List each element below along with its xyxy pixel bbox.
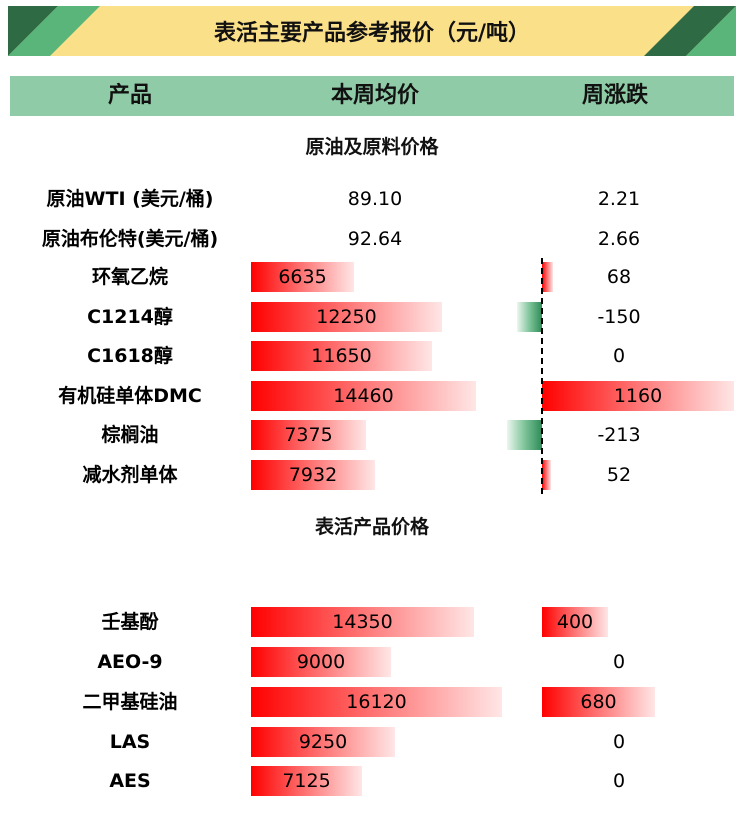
- price-value: 16120: [346, 691, 407, 713]
- product-name: 有机硅单体DMC: [58, 385, 202, 407]
- change-bar: [542, 607, 608, 637]
- column-header-change: 周涨跌: [581, 83, 648, 108]
- table-row: 棕榈油 7375 -213: [0, 420, 744, 450]
- column-header-price: 本周均价: [330, 83, 419, 108]
- change-value: 680: [580, 691, 617, 713]
- banner-stripe-left-light: [8, 6, 100, 56]
- price-value: 92.64: [347, 228, 403, 250]
- change-value: 0: [612, 770, 626, 792]
- change-value: 0: [612, 345, 626, 367]
- price-bar: [251, 381, 476, 411]
- change-value: 0: [612, 731, 626, 753]
- price-bar: [251, 607, 474, 637]
- change-bar: [542, 381, 734, 411]
- price-bar: [251, 687, 502, 717]
- banner-fill: [8, 6, 736, 56]
- product-name: 减水剂单体: [82, 464, 178, 486]
- price-value: 6635: [278, 266, 327, 288]
- product-name: AES: [109, 770, 151, 792]
- change-bar: [542, 687, 655, 717]
- section-title: 原油及原料价格: [305, 136, 439, 158]
- price-bar: [251, 460, 375, 490]
- price-value: 14350: [332, 611, 393, 633]
- price-bar: [251, 262, 354, 292]
- product-name: LAS: [109, 731, 151, 753]
- product-name: C1214醇: [87, 306, 173, 328]
- change-bar: [542, 262, 553, 292]
- price-bar: [251, 766, 362, 796]
- price-bar: [251, 420, 366, 450]
- table-row: 原油WTI (美元/桶) 89.10 2.21: [0, 184, 744, 214]
- price-value: 12250: [316, 306, 377, 328]
- price-bar: [251, 727, 395, 757]
- table-row: 减水剂单体 7932 52: [0, 460, 744, 490]
- product-name: 壬基酚: [101, 611, 159, 633]
- product-name: 二甲基硅油: [82, 691, 178, 713]
- page-title: 表活主要产品参考报价（元/吨）: [213, 21, 531, 46]
- price-value: 7375: [284, 424, 333, 446]
- section-title: 表活产品价格: [314, 516, 429, 538]
- price-value: 9000: [296, 651, 346, 673]
- title-banner: 表活主要产品参考报价（元/吨）: [8, 6, 736, 56]
- table-row: 有机硅单体DMC 14460 1160: [0, 381, 744, 411]
- table-row: 二甲基硅油 16120 680: [0, 687, 744, 717]
- price-bar: [251, 302, 442, 332]
- change-value: 1160: [613, 385, 663, 407]
- price-value: 14460: [333, 385, 394, 407]
- banner-stripe-right-dark: [644, 6, 736, 56]
- price-bar: [251, 341, 432, 371]
- change-bar: [542, 460, 551, 490]
- table-row: LAS 9250 0: [0, 727, 744, 757]
- change-value: 52: [606, 464, 632, 486]
- price-value: 11650: [311, 345, 372, 367]
- table-row: C1618醇 11650 0: [0, 341, 744, 371]
- change-value: -213: [597, 424, 641, 446]
- banner-background: [8, 6, 736, 56]
- price-value: 7125: [282, 770, 331, 792]
- change-bar: [517, 302, 542, 332]
- product-name: 环氧乙烷: [91, 266, 168, 288]
- table-row: AEO-9 9000 0: [0, 647, 744, 677]
- column-header-product: 产品: [107, 83, 152, 108]
- change-value: -150: [597, 306, 641, 328]
- change-zero-axis: [541, 258, 543, 494]
- price-bar: [251, 647, 391, 677]
- change-value: 2.21: [597, 188, 641, 210]
- banner-stripe-right-light: [686, 6, 736, 56]
- table-row: 环氧乙烷 6635 68: [0, 262, 744, 292]
- table-row: 壬基酚 14350 400: [0, 607, 744, 637]
- change-value: 68: [606, 266, 632, 288]
- change-value: 400: [556, 611, 594, 633]
- price-value: 9250: [298, 731, 348, 753]
- product-name: AEO-9: [97, 651, 163, 673]
- table-row: AES 7125 0: [0, 766, 744, 796]
- table-row: C1214醇 12250 -150: [0, 302, 744, 332]
- product-name: 原油WTI (美元/桶): [46, 188, 214, 210]
- table-header: 产品 本周均价 周涨跌: [10, 76, 734, 116]
- product-name: 棕榈油: [101, 424, 159, 446]
- price-value: 7932: [288, 464, 338, 486]
- change-value: 0: [612, 651, 626, 673]
- product-name: 原油布伦特(美元/桶): [41, 228, 219, 250]
- change-bar: [507, 420, 542, 450]
- price-value: 89.10: [347, 188, 403, 210]
- product-name: C1618醇: [87, 345, 173, 367]
- change-value: 2.66: [597, 228, 641, 250]
- table-row: 原油布伦特(美元/桶) 92.64 2.66: [0, 224, 744, 254]
